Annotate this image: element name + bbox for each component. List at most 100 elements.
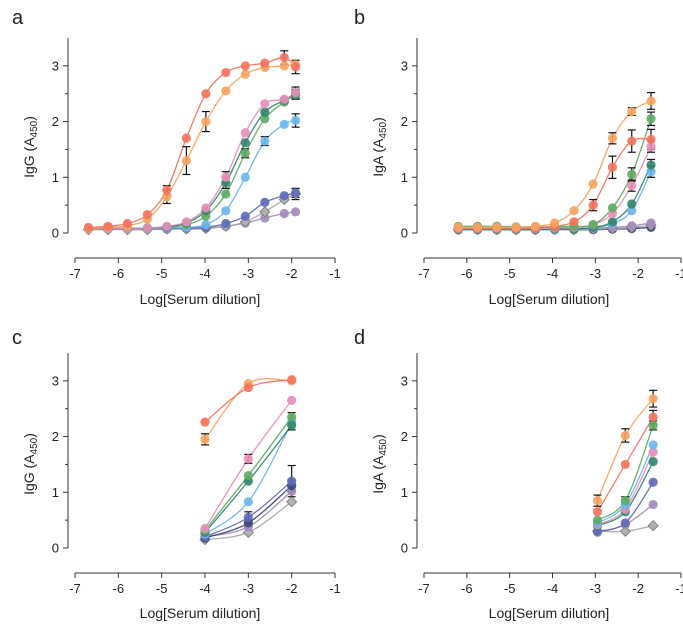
data-point (200, 523, 210, 534)
data-point (648, 412, 658, 422)
panel-b-x-tick-label: -7 (418, 266, 430, 281)
data-point (646, 114, 656, 124)
data-point (221, 86, 231, 96)
panel-b-ylabel-end: ) (370, 117, 386, 122)
data-point (181, 155, 191, 166)
panel-a-ylabel-end: ) (21, 116, 37, 121)
panel-c-axes: -7 -6 -5 -4 -3 -2 -1 0 1 2 3 (52, 353, 341, 596)
data-point (240, 172, 250, 182)
data-point (569, 217, 579, 227)
data-point (290, 62, 301, 72)
data-point (221, 172, 231, 182)
panel-b-xlabel: Log[Serum dilution] (489, 291, 610, 307)
data-point (243, 470, 253, 481)
panel-b-axes: -7 -6 -5 -4 -3 -2 -1 0 1 2 3 (401, 38, 683, 281)
panel-c-ylabel: IgG (A450) (21, 433, 40, 495)
panel-d-x-tick-label: -5 (504, 581, 516, 596)
panel-b-y-tick-label: 2 (401, 114, 408, 129)
panel-d-x-tick-label: -3 (590, 581, 602, 596)
data-point (588, 179, 598, 189)
panel-b: b -7 -6 -5 -4 -3 -2 -1 0 1 2 3 Log[Serum dilution]… (354, 7, 683, 307)
data-point (221, 206, 231, 216)
data-point (569, 206, 579, 216)
data-point (162, 192, 172, 202)
panel-d-axes: -7 -6 -5 -4 -3 -2 -1 0 1 2 3 (401, 353, 683, 596)
panel-a: a -7 -6 -5 -4 -3 -2 -1 0 1 2 3 Log[Serum dilution]… (12, 7, 341, 307)
panel-d-y-tick-label: 3 (401, 373, 408, 388)
panel-d-errorbars (593, 389, 658, 507)
series-curve (458, 146, 652, 230)
panel-a-y-tick-label: 2 (52, 114, 59, 129)
series-curve (458, 118, 652, 228)
data-point (588, 220, 598, 230)
data-point (142, 223, 152, 233)
data-point (221, 218, 231, 229)
data-point (620, 459, 630, 470)
panel-c-ylabel-sub: 450 (29, 437, 40, 454)
panel-a-y-tick-label: 0 (52, 226, 59, 241)
panel-d-ylabel-sub: 450 (378, 438, 389, 455)
data-point (260, 197, 270, 207)
data-point (511, 222, 521, 233)
panel-b-ylabel-main: IgA (A (370, 138, 386, 177)
data-point (530, 221, 540, 231)
panel-a-y-tick-label: 1 (52, 170, 59, 185)
data-point (201, 89, 211, 99)
panel-a-axes: -7 -6 -5 -4 -3 -2 -1 0 1 2 3 (52, 38, 341, 281)
panel-b-y-tick-label: 3 (401, 58, 408, 73)
panel-c-x-tick-label: -1 (329, 581, 341, 596)
data-point (279, 94, 289, 104)
data-point (646, 134, 656, 144)
panel-a-x-tick-label: -3 (243, 266, 255, 281)
data-point (627, 136, 637, 146)
data-point (181, 217, 191, 227)
data-point (259, 206, 271, 218)
panel-a-x-tick-label: -7 (69, 266, 81, 281)
data-point (243, 454, 253, 464)
panel-b-x-tick-label: -6 (461, 266, 473, 281)
panel-letter-c: c (12, 327, 22, 349)
data-point (286, 496, 298, 508)
panel-b-x-tick-label: -2 (632, 266, 644, 281)
data-point (200, 434, 210, 444)
data-point (287, 476, 297, 486)
panel-d-xlabel: Log[Serum dilution] (489, 605, 610, 621)
panel-b-y-tick-label: 0 (401, 226, 408, 241)
data-point (279, 61, 289, 71)
data-point (648, 499, 658, 510)
data-point (287, 375, 297, 385)
panel-d-x-tick-label: -7 (418, 581, 430, 596)
data-point (592, 507, 603, 517)
panel-d-y-tick-label: 2 (401, 429, 408, 444)
data-point (201, 116, 211, 127)
data-point (260, 136, 270, 146)
data-point (243, 382, 253, 393)
panel-d-y-tick-label: 1 (401, 485, 408, 500)
data-point (550, 218, 560, 228)
data-point (240, 128, 250, 138)
panel-c-y-tick-label: 3 (52, 373, 59, 388)
panel-c-y-tick-label: 1 (52, 485, 59, 500)
data-point (260, 114, 270, 124)
data-point (260, 58, 270, 68)
data-point (607, 217, 618, 227)
data-point (287, 420, 297, 431)
panel-d: d -7 -6 -5 -4 -3 -2 -1 0 1 2 3 Log[Serum dilution]… (354, 327, 683, 621)
data-point (279, 191, 289, 201)
panel-a-markers (82, 52, 302, 236)
data-point (260, 213, 270, 223)
data-point (221, 67, 231, 78)
data-point (648, 447, 658, 457)
panel-d-x-tick-label: -1 (675, 581, 683, 596)
data-point (260, 99, 270, 109)
panel-b-ylabel: IgA (A450) (370, 117, 389, 177)
data-point (646, 218, 656, 228)
data-point (279, 208, 289, 219)
data-point (181, 133, 191, 143)
panel-c-y-tick-label: 2 (52, 429, 59, 444)
data-point (646, 142, 656, 152)
data-point (453, 222, 463, 233)
panel-c-markers (199, 375, 298, 546)
panel-b-ylabel-sub: 450 (378, 121, 389, 138)
data-point (607, 203, 618, 213)
